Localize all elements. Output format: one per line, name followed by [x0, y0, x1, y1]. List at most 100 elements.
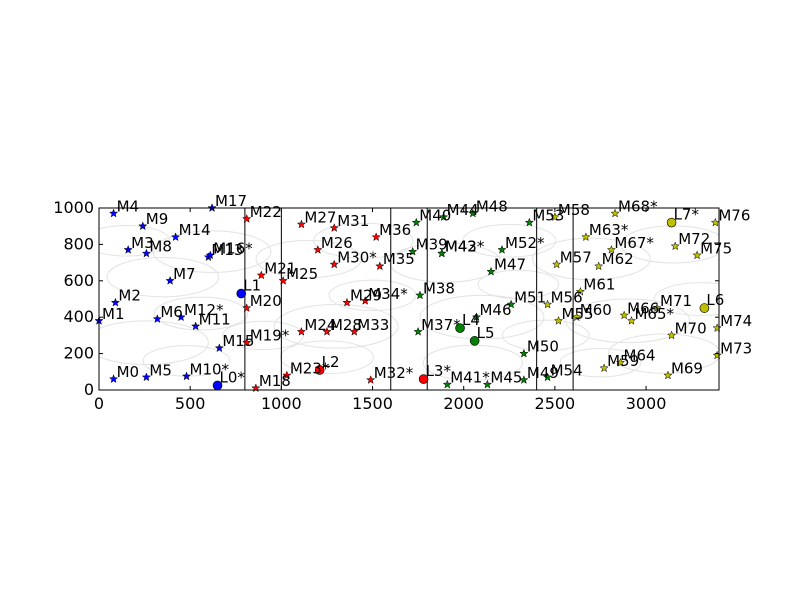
star-marker — [519, 375, 529, 384]
x-tick-label: 2500 — [535, 394, 576, 413]
point-label: M62 — [602, 250, 634, 268]
landmark-marker — [236, 288, 247, 299]
y-tick-label: 400 — [63, 307, 94, 326]
star-marker — [615, 357, 626, 367]
point-label: M67* — [614, 234, 654, 252]
star-marker — [242, 337, 252, 347]
point-label: M55 — [562, 305, 594, 323]
landmark-marker — [314, 365, 325, 375]
point-label: M7 — [173, 265, 196, 283]
point-label: M6 — [160, 303, 183, 321]
star-marker — [415, 290, 425, 300]
star-marker — [205, 250, 215, 260]
point-label: M71 — [660, 292, 692, 310]
point-label: M34* — [368, 285, 408, 303]
star-marker — [342, 297, 352, 307]
region-dividers — [244, 208, 574, 390]
landmark-label: L4 — [462, 311, 480, 329]
point-label: M30* — [337, 248, 377, 266]
uncertainty-ellipse — [313, 222, 414, 259]
uncertainty-ellipse — [106, 257, 220, 298]
point-label: M12* — [184, 301, 224, 319]
y-tick-label: 200 — [63, 344, 94, 363]
point-label: M57 — [560, 248, 592, 266]
point-label: M54 — [551, 361, 583, 379]
point-label: M60 — [580, 301, 612, 319]
point-label: M73 — [720, 339, 752, 357]
star-marker — [411, 217, 421, 227]
point-label: M51 — [514, 288, 546, 306]
uncertainty-ellipse — [559, 348, 642, 378]
point-label: M48 — [476, 197, 508, 215]
landmark-marker — [699, 303, 710, 313]
star-marker — [152, 314, 163, 324]
star-marker — [506, 299, 516, 309]
star-marker — [110, 297, 121, 307]
uncertainty-ellipse — [531, 237, 651, 281]
x-tick-label: 1000 — [261, 394, 302, 413]
point-label: M14 — [179, 221, 211, 239]
landmark-marker — [455, 323, 465, 333]
point-label: M32* — [374, 364, 414, 382]
star-marker — [519, 348, 529, 358]
point-label: M0 — [117, 363, 139, 381]
star-marker — [349, 326, 359, 336]
point-label: M64 — [624, 347, 656, 365]
star-marker — [371, 232, 381, 242]
star-marker — [181, 371, 192, 381]
point-label: M24 — [304, 316, 336, 334]
x-tick-label: 1500 — [352, 394, 393, 413]
uncertainty-ellipse — [279, 340, 374, 375]
point-label: M50 — [527, 338, 559, 356]
star-marker — [313, 244, 323, 254]
point-label: M11 — [199, 310, 231, 328]
x-tick-label: 0 — [94, 394, 104, 413]
star-marker — [282, 370, 292, 380]
uncertainty-ellipse — [462, 223, 557, 258]
star-marker — [322, 326, 332, 336]
point-label: M69 — [671, 359, 703, 377]
uncertainty-ellipse — [565, 298, 691, 344]
landmark-marker — [418, 374, 429, 384]
point-label: M43 — [445, 238, 477, 256]
star-marker — [138, 221, 148, 231]
point-label: M29 — [350, 287, 382, 305]
axes: 0 500 1000 1500 2000 2500 3000 0 200 400 600 800 100… — [53, 198, 719, 413]
star-marker — [486, 266, 496, 276]
star-marker — [366, 375, 376, 384]
star-marker — [710, 217, 721, 227]
y-tick-label: 1000 — [53, 198, 94, 217]
uncertainty-ellipse — [501, 319, 590, 352]
point-label: M56 — [551, 288, 583, 306]
star-marker — [575, 286, 586, 296]
point-label: M49 — [527, 364, 559, 382]
point-label: M42* — [445, 238, 485, 256]
point-label: M1 — [102, 305, 125, 323]
star-marker — [176, 312, 186, 322]
point-label: M9 — [146, 210, 169, 228]
star-marker — [360, 295, 370, 305]
uncertainty-ellipse — [328, 279, 417, 312]
star-marker — [497, 244, 507, 254]
y-tick-label: 800 — [63, 234, 94, 253]
star-marker — [712, 323, 722, 333]
point-label: M10* — [190, 360, 230, 378]
star-marker — [482, 379, 493, 389]
point-label: M74 — [720, 312, 752, 330]
star-marker — [606, 244, 617, 254]
point-label: M75 — [700, 239, 732, 257]
point-label: M21 — [264, 259, 296, 277]
star-marker — [542, 372, 553, 382]
point-label: M16* — [213, 239, 253, 257]
star-marker — [437, 248, 447, 258]
star-marker — [552, 259, 562, 269]
star-marker — [108, 208, 119, 218]
landmark-label: L7* — [674, 206, 700, 224]
star-marker — [666, 330, 677, 340]
point-label: M25 — [286, 265, 318, 283]
star-marker — [170, 232, 181, 242]
point-label: M66 — [627, 299, 659, 317]
point-label: M4 — [117, 197, 139, 215]
point-label: M72 — [678, 230, 710, 248]
